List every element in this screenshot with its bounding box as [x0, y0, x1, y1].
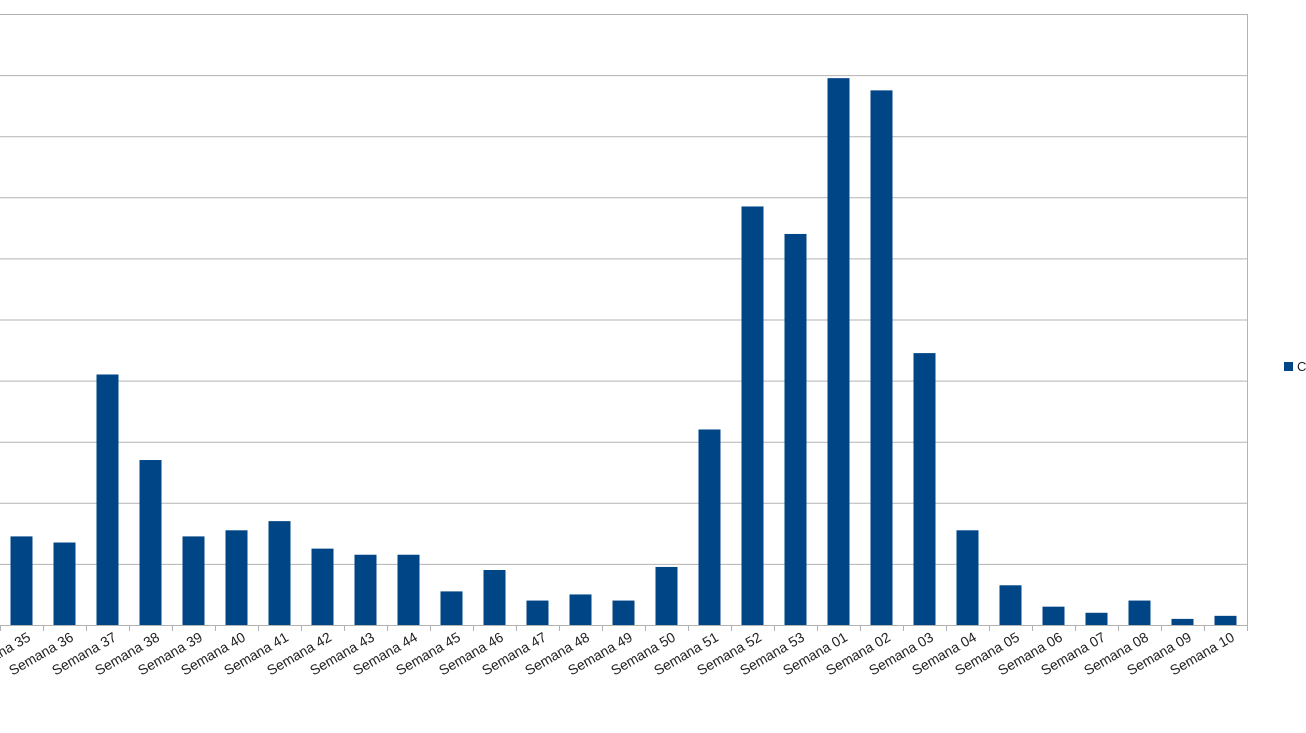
bar: [870, 90, 893, 625]
bar-series: [10, 78, 1237, 625]
bar: [53, 542, 76, 625]
gridlines: [0, 14, 1248, 631]
bar: [354, 554, 377, 625]
bar: [956, 530, 979, 625]
legend: C: [1284, 359, 1306, 374]
bar: [225, 530, 248, 625]
bar: [139, 460, 162, 625]
bar: [612, 600, 635, 625]
bar: [10, 536, 33, 625]
bar: [698, 429, 721, 625]
bar: [1171, 618, 1194, 625]
legend-label: C: [1297, 359, 1306, 374]
bar: [397, 554, 420, 625]
bar: [741, 206, 764, 625]
bar: [1128, 600, 1151, 625]
bar: [1085, 612, 1108, 625]
bar: [913, 353, 936, 625]
bar: [440, 591, 463, 625]
bar: [311, 548, 334, 625]
bar: [1214, 615, 1237, 625]
bar: [483, 570, 506, 625]
bar: [96, 374, 119, 625]
legend-swatch: [1284, 362, 1293, 371]
x-axis: [0, 625, 1205, 631]
bar: [999, 585, 1022, 625]
bar: [827, 78, 850, 625]
bar: [182, 536, 205, 625]
bar: [268, 521, 291, 625]
bar: [526, 600, 549, 625]
bar: [784, 233, 807, 625]
bar: [1042, 606, 1065, 625]
bar: [655, 566, 678, 625]
bar: [569, 594, 592, 625]
